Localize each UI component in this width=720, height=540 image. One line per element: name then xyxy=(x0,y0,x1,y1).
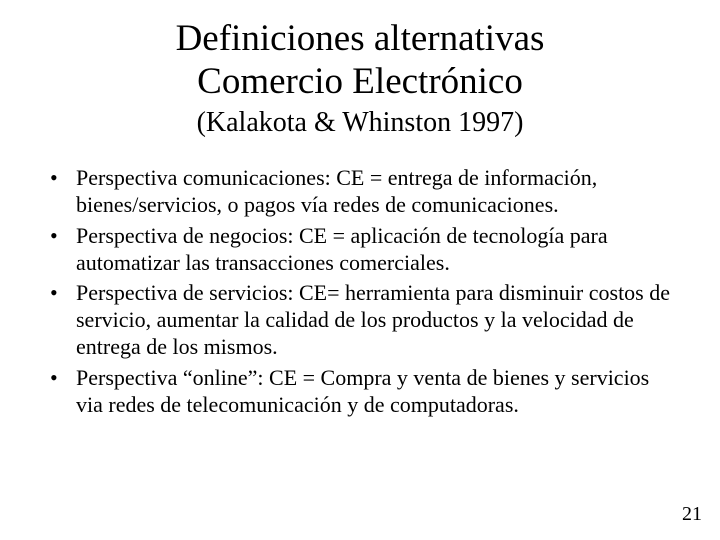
bullet-text: Perspectiva comunicaciones: CE = entrega… xyxy=(76,165,597,217)
bullet-text: Perspectiva de servicios: CE= herramient… xyxy=(76,280,670,359)
list-item: Perspectiva “online”: CE = Compra y vent… xyxy=(50,365,680,419)
bullet-text: Perspectiva “online”: CE = Compra y vent… xyxy=(76,365,649,417)
slide-title: Definiciones alternativas Comercio Elect… xyxy=(40,18,680,103)
page-number: 21 xyxy=(682,503,702,526)
title-line-2: Comercio Electrónico xyxy=(197,61,523,102)
slide-subtitle: (Kalakota & Whinston 1997) xyxy=(40,107,680,139)
list-item: Perspectiva de negocios: CE = aplicación… xyxy=(50,223,680,277)
list-item: Perspectiva comunicaciones: CE = entrega… xyxy=(50,165,680,219)
list-item: Perspectiva de servicios: CE= herramient… xyxy=(50,280,680,360)
bullet-list: Perspectiva comunicaciones: CE = entrega… xyxy=(50,165,680,418)
slide: Definiciones alternativas Comercio Elect… xyxy=(0,0,720,540)
title-line-1: Definiciones alternativas xyxy=(176,18,545,59)
bullet-text: Perspectiva de negocios: CE = aplicación… xyxy=(76,223,608,275)
